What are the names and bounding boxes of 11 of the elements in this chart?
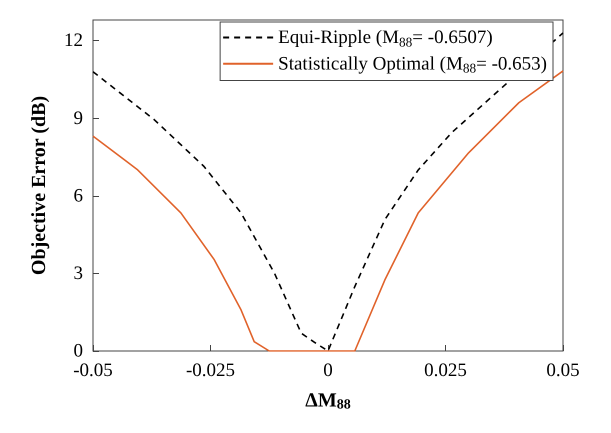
y-tick-label: 0 — [74, 340, 83, 362]
y-tick-label: 6 — [74, 185, 83, 206]
x-tick-label: -0.05 — [73, 360, 113, 381]
y-tick-label: 12 — [64, 30, 83, 52]
y-tick-label: 9 — [74, 108, 83, 129]
y-axis-title: Objective Error (dB) — [28, 96, 50, 276]
x-tick-label: 0.05 — [546, 360, 580, 381]
x-tick-label: 0 — [323, 360, 333, 381]
x-tick-label: 0.025 — [424, 360, 467, 381]
x-tick-label: -0.025 — [186, 360, 236, 381]
y-tick-label: 3 — [74, 262, 83, 284]
